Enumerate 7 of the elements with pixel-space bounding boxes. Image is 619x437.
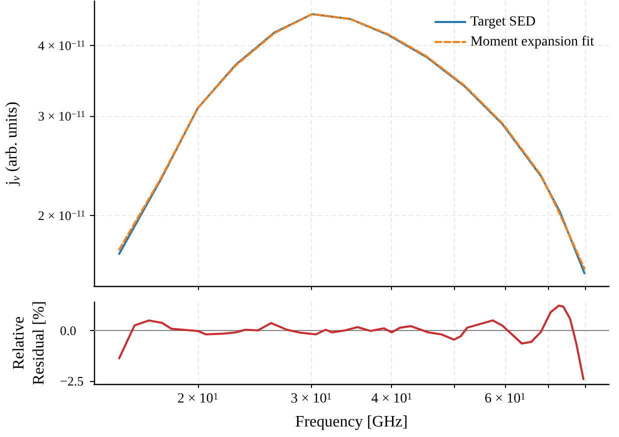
y-axis-title: jν (arb. units) — [4, 102, 22, 186]
y-tick-label: 0.0 — [60, 322, 76, 338]
y-axis-title: Relative Residual [%] — [10, 301, 48, 385]
y-tick-label: −2.5 — [60, 373, 84, 388]
x-axis-title: Frequency [GHz] — [295, 414, 408, 430]
legend-label: Moment expansion fit — [470, 34, 594, 50]
legend-label: Target SED — [470, 14, 536, 30]
